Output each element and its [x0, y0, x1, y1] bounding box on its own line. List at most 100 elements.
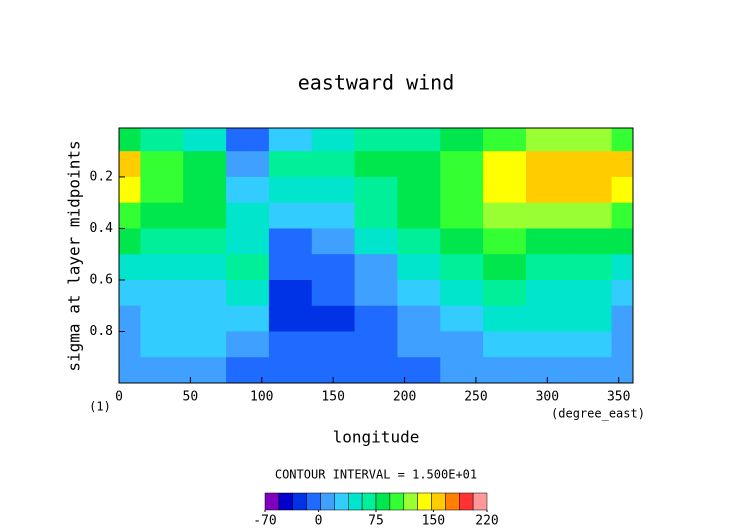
field-cell	[311, 305, 356, 332]
field-cell	[119, 279, 141, 307]
field-cell	[140, 228, 184, 255]
field-cell	[311, 228, 356, 255]
field-cell	[183, 151, 227, 178]
field-cell	[440, 357, 484, 384]
field	[119, 128, 634, 384]
field-cell	[354, 279, 398, 307]
colorbar-box	[472, 492, 488, 511]
field-cell	[397, 151, 441, 178]
x-tick-label: 250	[464, 390, 487, 405]
field-cell	[268, 228, 313, 255]
field-cell	[268, 202, 313, 229]
field-cell	[354, 176, 398, 204]
field-cell	[183, 228, 227, 255]
field-cell	[226, 254, 270, 281]
field-cell	[568, 254, 613, 281]
field-cell	[226, 279, 270, 307]
field-cell	[183, 128, 227, 152]
field-cell	[140, 151, 184, 178]
field-cell	[268, 357, 313, 384]
field-cell	[611, 228, 634, 255]
field-cell	[226, 357, 270, 384]
field-cell	[568, 228, 613, 255]
field-cell	[568, 151, 613, 178]
field-cell	[440, 202, 484, 229]
field-cell	[525, 202, 570, 229]
colorbar-label: 75	[368, 514, 384, 529]
y-tick-label: 0.8	[90, 324, 113, 339]
chart-title: eastward wind	[298, 71, 455, 95]
field-cell	[483, 331, 527, 358]
field-cell	[440, 254, 484, 281]
field-cell	[226, 202, 270, 229]
field-cell	[525, 331, 570, 358]
field-cell	[183, 176, 227, 204]
field-cell	[440, 176, 484, 204]
field-cell	[397, 254, 441, 281]
field-cell	[119, 202, 141, 229]
field-cell	[568, 202, 613, 229]
field-cell	[483, 151, 527, 178]
colorbar-box	[334, 492, 349, 511]
field-cell	[525, 254, 570, 281]
field-cell	[440, 305, 484, 332]
field-cell	[440, 228, 484, 255]
field-cell	[268, 176, 313, 204]
field-cell	[268, 279, 313, 307]
field-cell	[140, 202, 184, 229]
field-cell	[354, 305, 398, 332]
colorbar-box	[361, 492, 377, 511]
field-cell	[397, 128, 441, 152]
field-cell	[119, 151, 141, 178]
field-cell	[611, 202, 634, 229]
field-cell	[268, 331, 313, 358]
field-cell	[440, 151, 484, 178]
field-cell	[119, 228, 141, 255]
field-cell	[119, 128, 141, 152]
field-cell	[397, 176, 441, 204]
field-cell	[611, 254, 634, 281]
x-axis-label: longitude	[333, 428, 420, 447]
axes: 0 50 100 150 200 250 300 350 0.2 0.4 0.6 0.8 -70 0 75 1…	[90, 127, 634, 529]
field-cell	[568, 128, 613, 152]
field-cell	[525, 176, 570, 204]
field-cell	[483, 176, 527, 204]
field-cell	[354, 331, 398, 358]
field-cell	[397, 279, 441, 307]
field-cell	[140, 176, 184, 204]
colorbar-box	[389, 492, 404, 511]
field-cell	[525, 228, 570, 255]
field-cell	[183, 357, 227, 384]
field-cell	[483, 305, 527, 332]
field-cell	[119, 331, 141, 358]
colorbar-label: 150	[422, 514, 445, 529]
x-tick-label: 300	[536, 390, 559, 405]
field-cell	[311, 176, 356, 204]
field-cell	[183, 279, 227, 307]
field-cell	[226, 331, 270, 358]
field-cell	[397, 202, 441, 229]
contour-note: CONTOUR INTERVAL = 1.500E+01	[275, 468, 477, 482]
field-cell	[140, 305, 184, 332]
field-cell	[568, 357, 613, 384]
field-cell	[568, 176, 613, 204]
field-cell	[483, 279, 527, 307]
x-tick-label: 150	[321, 390, 344, 405]
field-cell	[183, 305, 227, 332]
colorbar-label: -70	[253, 514, 276, 529]
field-cell	[226, 176, 270, 204]
field-cell	[568, 305, 613, 332]
field-cell	[440, 128, 484, 152]
colorbar-box	[348, 492, 363, 511]
field-cell	[611, 151, 634, 178]
field-cell	[397, 228, 441, 255]
field-cell	[311, 151, 356, 178]
field-cell	[311, 202, 356, 229]
x-units: (degree_east)	[551, 407, 645, 421]
field-cell	[440, 331, 484, 358]
field-cell	[268, 128, 313, 152]
field-cell	[140, 357, 184, 384]
field-cell	[311, 331, 356, 358]
field-cell	[483, 254, 527, 281]
colorbar-box	[375, 492, 391, 511]
